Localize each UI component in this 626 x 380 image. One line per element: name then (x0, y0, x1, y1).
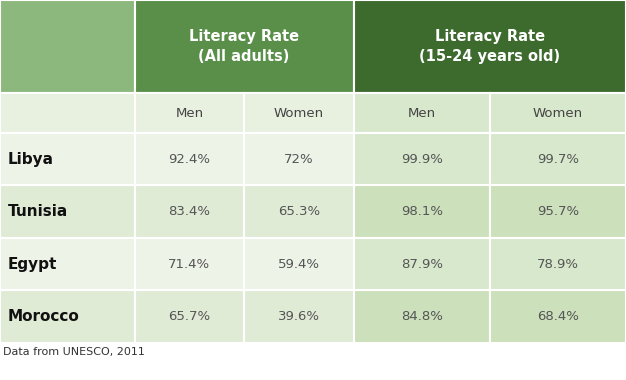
Bar (244, 290, 354, 343)
Text: Egypt: Egypt (8, 256, 57, 272)
Text: 95.7%: 95.7% (537, 205, 579, 218)
Bar (0, 185, 135, 238)
Bar (244, 133, 354, 185)
Bar (490, 93, 626, 133)
Text: 39.6%: 39.6% (278, 310, 320, 323)
Text: 72%: 72% (284, 153, 314, 166)
Bar (244, 238, 354, 290)
Text: Literacy Rate
(All adults): Literacy Rate (All adults) (189, 29, 299, 64)
Bar (0, 133, 135, 185)
Text: Men: Men (175, 106, 203, 120)
Bar (0, 290, 135, 343)
Text: Data from UNESCO, 2011: Data from UNESCO, 2011 (3, 347, 145, 356)
Bar (490, 290, 626, 343)
Text: 83.4%: 83.4% (168, 205, 210, 218)
Bar (135, 290, 244, 343)
Bar (354, 238, 490, 290)
Text: Men: Men (408, 106, 436, 120)
Text: Libya: Libya (8, 152, 53, 167)
Text: Women: Women (274, 106, 324, 120)
Text: 92.4%: 92.4% (168, 153, 210, 166)
Bar (135, 0, 354, 93)
Text: Literacy Rate
(15-24 years old): Literacy Rate (15-24 years old) (419, 29, 560, 64)
Bar (490, 238, 626, 290)
Bar (135, 133, 244, 185)
Bar (0, 93, 135, 133)
Bar (0, 238, 135, 290)
Text: 84.8%: 84.8% (401, 310, 443, 323)
Bar (135, 185, 244, 238)
Bar (135, 238, 244, 290)
Text: 65.7%: 65.7% (168, 310, 210, 323)
Text: Morocco: Morocco (8, 309, 80, 324)
Text: 98.1%: 98.1% (401, 205, 443, 218)
Bar (244, 93, 354, 133)
Text: 99.9%: 99.9% (401, 153, 443, 166)
Text: 59.4%: 59.4% (278, 258, 320, 271)
Bar (354, 93, 490, 133)
Text: 78.9%: 78.9% (537, 258, 579, 271)
Text: 71.4%: 71.4% (168, 258, 210, 271)
Text: 68.4%: 68.4% (537, 310, 579, 323)
Bar (354, 133, 490, 185)
Bar (244, 185, 354, 238)
Bar (490, 185, 626, 238)
Bar (354, 0, 626, 93)
Text: 99.7%: 99.7% (537, 153, 579, 166)
Text: Tunisia: Tunisia (8, 204, 68, 219)
Bar (490, 133, 626, 185)
Text: Women: Women (533, 106, 583, 120)
Text: 87.9%: 87.9% (401, 258, 443, 271)
Text: 65.3%: 65.3% (278, 205, 320, 218)
Bar (0, 0, 135, 93)
Bar (354, 290, 490, 343)
Bar (354, 185, 490, 238)
Bar (135, 93, 244, 133)
